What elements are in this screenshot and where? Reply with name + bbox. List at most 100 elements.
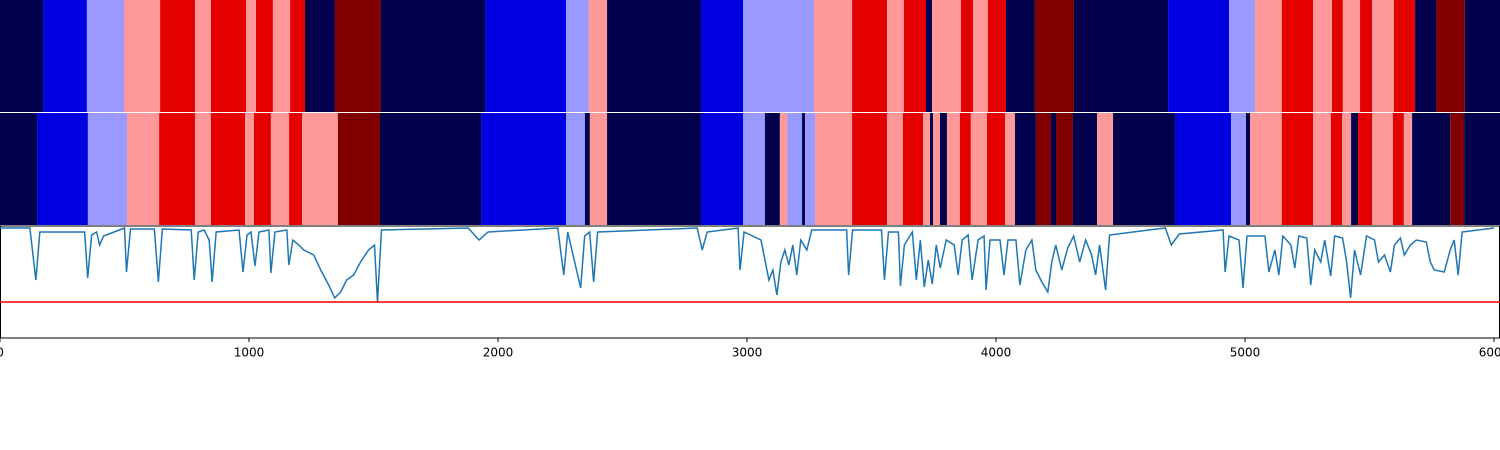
segment — [565, 113, 585, 225]
segment — [1231, 113, 1247, 225]
segment — [1403, 113, 1413, 225]
segment — [1342, 0, 1361, 112]
segment — [988, 0, 1006, 112]
segment — [159, 113, 195, 225]
segment — [565, 0, 589, 112]
segment — [1073, 0, 1169, 112]
segment — [270, 113, 290, 225]
segment — [1034, 0, 1074, 112]
segment — [852, 0, 887, 112]
signal-line — [0, 226, 1495, 303]
segment — [124, 0, 161, 112]
segment — [1014, 113, 1036, 225]
segment — [1005, 0, 1035, 112]
segment — [1464, 0, 1500, 112]
segment — [86, 0, 125, 112]
segment — [126, 113, 160, 225]
segment — [245, 113, 254, 225]
segment — [1281, 0, 1313, 112]
segment — [852, 113, 887, 225]
plot-frame — [0, 225, 1500, 339]
segment — [1393, 0, 1416, 112]
segment — [290, 0, 306, 112]
segment — [272, 0, 291, 112]
segment — [588, 0, 608, 112]
segment — [1229, 0, 1255, 112]
segment — [589, 113, 608, 225]
segment — [779, 113, 788, 225]
segment — [902, 113, 924, 225]
segment — [813, 0, 853, 112]
segment — [1113, 113, 1176, 225]
segment — [960, 0, 974, 112]
x-tick-label: 3000 — [732, 346, 763, 360]
segment — [1464, 113, 1500, 225]
segment — [1004, 113, 1015, 225]
segment — [1360, 0, 1373, 112]
segment — [1436, 0, 1465, 112]
segment — [1312, 113, 1331, 225]
segment — [930, 113, 934, 225]
segment — [973, 0, 989, 112]
segment — [700, 0, 744, 112]
segment — [607, 0, 701, 112]
segment — [160, 0, 195, 112]
segment — [194, 113, 211, 225]
segment — [805, 113, 815, 225]
segment — [903, 0, 927, 112]
segment — [302, 113, 338, 225]
segment — [1450, 113, 1465, 225]
segment — [485, 0, 566, 112]
segment — [1246, 113, 1250, 225]
segment — [0, 0, 44, 112]
segment — [814, 113, 853, 225]
segment — [923, 113, 931, 225]
segment — [379, 113, 482, 225]
segment — [1412, 113, 1451, 225]
segment — [194, 0, 211, 112]
segment — [305, 0, 335, 112]
segment — [764, 113, 780, 225]
segment — [787, 113, 803, 225]
segment — [743, 0, 814, 112]
segment — [946, 113, 960, 225]
segment — [1051, 113, 1057, 225]
segment — [289, 113, 303, 225]
x-tick-label: 0 — [0, 346, 4, 360]
segment — [210, 113, 246, 225]
segment — [380, 0, 486, 112]
x-tick-label: 5000 — [1230, 346, 1261, 360]
segment — [987, 113, 1005, 225]
segment — [253, 113, 271, 225]
segment — [1330, 113, 1343, 225]
segment — [1358, 113, 1373, 225]
segment — [334, 0, 381, 112]
segment — [1250, 113, 1282, 225]
segment — [43, 0, 87, 112]
segment — [87, 113, 127, 225]
x-tick-label: 6000 — [1479, 346, 1500, 360]
segment — [255, 0, 273, 112]
segment — [246, 0, 256, 112]
segment — [1342, 113, 1352, 225]
segment — [1372, 113, 1393, 225]
segment — [970, 113, 988, 225]
segment — [1392, 113, 1404, 225]
segment — [886, 113, 903, 225]
segment — [802, 113, 806, 225]
segment — [337, 113, 380, 225]
segment — [743, 113, 765, 225]
segment — [607, 113, 701, 225]
segment — [939, 113, 947, 225]
segment — [0, 113, 38, 225]
segment — [1072, 113, 1098, 225]
segment — [1168, 0, 1230, 112]
segment — [886, 0, 904, 112]
segment — [481, 113, 566, 225]
segment — [933, 113, 940, 225]
segment — [932, 0, 961, 112]
x-tick-label: 1000 — [234, 346, 265, 360]
segment — [959, 113, 971, 225]
segment — [1097, 113, 1114, 225]
x-tick-label: 4000 — [981, 346, 1012, 360]
